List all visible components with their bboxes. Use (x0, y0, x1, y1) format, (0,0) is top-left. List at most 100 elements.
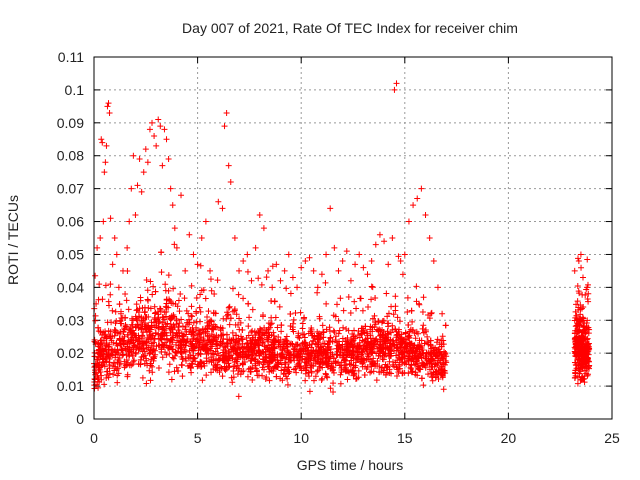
data-point (185, 316, 192, 323)
data-point (99, 331, 106, 338)
data-point (145, 313, 152, 320)
data-point (361, 371, 368, 378)
data-point (573, 350, 580, 357)
data-point (318, 377, 325, 384)
data-point (226, 363, 233, 370)
data-point (161, 329, 168, 336)
data-point (265, 348, 272, 355)
data-point (365, 338, 372, 345)
data-point (144, 296, 151, 303)
data-point (237, 319, 244, 326)
data-point (103, 333, 110, 340)
data-point (230, 344, 237, 351)
data-point (166, 296, 173, 303)
data-point (381, 238, 388, 245)
data-point (170, 355, 177, 362)
data-point (178, 348, 185, 355)
data-point (202, 218, 209, 225)
data-point (236, 267, 243, 274)
data-point (376, 231, 383, 238)
data-point (440, 337, 447, 344)
data-point (270, 367, 277, 374)
data-point (314, 350, 321, 357)
data-point (265, 320, 272, 327)
data-point (285, 251, 292, 258)
data-point (175, 297, 182, 304)
data-point (232, 339, 239, 346)
data-point (372, 337, 379, 344)
data-point (382, 361, 389, 368)
data-point (205, 308, 212, 315)
data-point (271, 345, 278, 352)
data-point (128, 336, 135, 343)
data-point (259, 313, 266, 320)
data-point (584, 284, 591, 291)
data-point (394, 344, 401, 351)
data-point (441, 348, 448, 355)
data-point (240, 345, 247, 352)
data-point (248, 277, 255, 284)
data-point (396, 362, 403, 369)
data-point (381, 353, 388, 360)
data-point (168, 376, 175, 383)
data-point (438, 343, 445, 350)
data-point (271, 338, 278, 345)
data-point (415, 355, 422, 362)
data-point (215, 352, 222, 359)
data-point (253, 368, 260, 375)
chart-title: Day 007 of 2021, Rate Of TEC Index for r… (182, 20, 518, 36)
data-point (406, 350, 413, 357)
data-point (574, 298, 581, 305)
data-point (345, 293, 352, 300)
data-point (124, 371, 131, 378)
data-point (183, 338, 190, 345)
data-point (327, 353, 334, 360)
data-point (401, 353, 408, 360)
data-point (396, 318, 403, 325)
data-point (158, 336, 165, 343)
data-point (306, 373, 313, 380)
data-point (162, 349, 169, 356)
data-point (342, 336, 349, 343)
data-point (388, 352, 395, 359)
data-point (163, 313, 170, 320)
data-point (198, 344, 205, 351)
data-point (233, 358, 240, 365)
data-point (339, 345, 346, 352)
data-point (155, 365, 162, 372)
data-point (577, 351, 584, 358)
data-point (572, 367, 579, 374)
data-point (232, 321, 239, 328)
data-point (360, 359, 367, 366)
data-point (190, 354, 197, 361)
data-point (368, 363, 375, 370)
data-point (140, 338, 147, 345)
data-point (172, 332, 179, 339)
data-point (256, 330, 263, 337)
data-point (197, 329, 204, 336)
data-point (398, 335, 405, 342)
data-point (340, 307, 347, 314)
data-point (332, 358, 339, 365)
data-point (440, 360, 447, 367)
data-point (430, 357, 437, 364)
data-point (157, 335, 164, 342)
data-point (120, 267, 127, 274)
data-point (226, 303, 233, 310)
data-point (218, 332, 225, 339)
data-point (229, 379, 236, 386)
data-point (336, 327, 343, 334)
data-point (119, 352, 126, 359)
data-point (101, 381, 108, 388)
data-point (154, 308, 161, 315)
data-point (324, 374, 331, 381)
data-point (583, 349, 590, 356)
data-point (195, 347, 202, 354)
data-point (156, 342, 163, 349)
data-point (330, 327, 337, 334)
data-point (107, 291, 114, 298)
data-point (245, 342, 252, 349)
data-point (414, 344, 421, 351)
data-point (308, 368, 315, 375)
data-point (199, 377, 206, 384)
